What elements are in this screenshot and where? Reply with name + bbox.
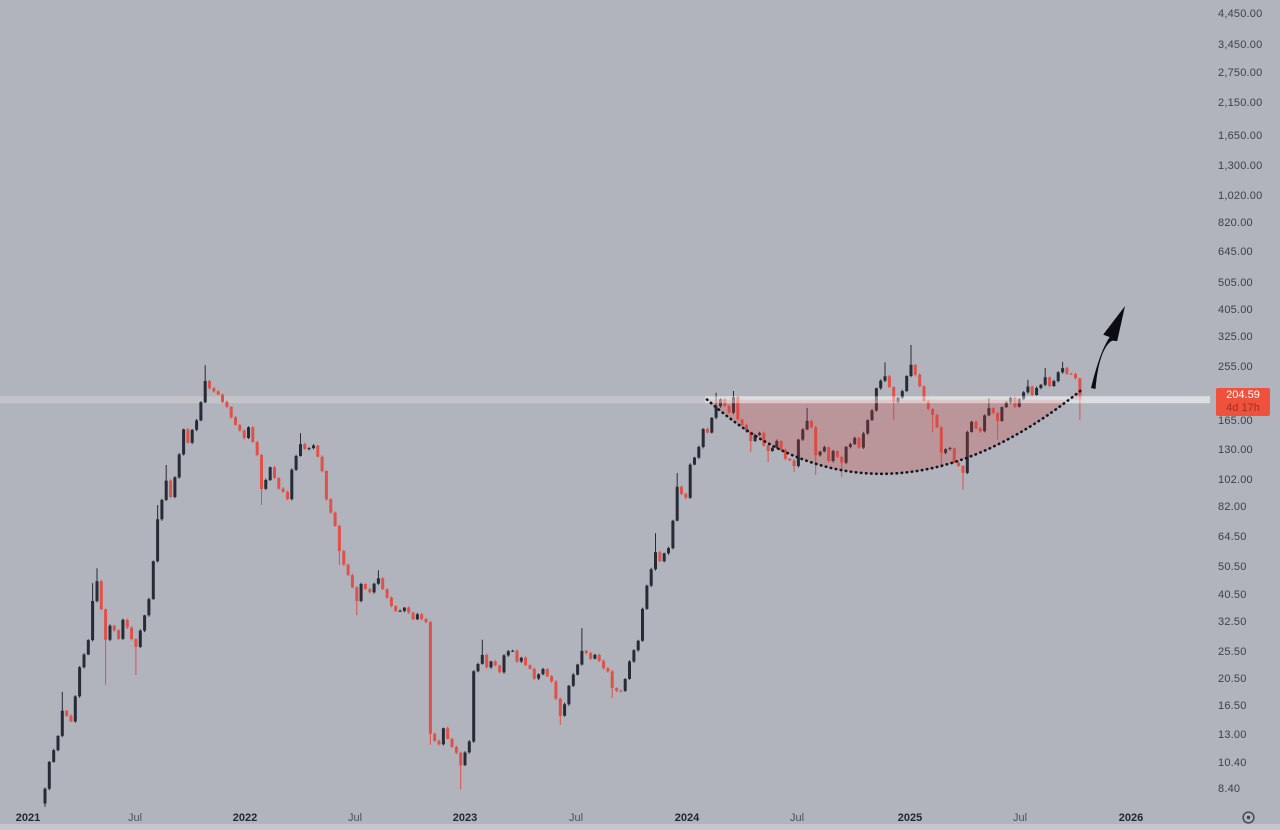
price-tick-label: 325.00 bbox=[1218, 331, 1253, 344]
price-tick-label: 8.40 bbox=[1218, 783, 1241, 796]
last-price-value: 204.59 bbox=[1226, 389, 1260, 402]
price-tick-label: 13.00 bbox=[1218, 729, 1247, 742]
time-tick-label: Jul bbox=[1012, 812, 1028, 824]
price-tick-label: 20.50 bbox=[1218, 672, 1247, 685]
time-tick-label: 2026 bbox=[1118, 812, 1144, 824]
price-tick-label: 1,300.00 bbox=[1218, 159, 1263, 172]
time-tick-label: 2022 bbox=[232, 812, 258, 824]
price-tick-label: 820.00 bbox=[1218, 216, 1253, 229]
bottom-edge-strip bbox=[0, 824, 1280, 830]
time-tick-label: Jul bbox=[347, 812, 363, 824]
price-tick-label: 255.00 bbox=[1218, 361, 1253, 374]
price-tick-label: 130.00 bbox=[1218, 444, 1253, 457]
cup-pattern-fill[interactable] bbox=[707, 389, 1082, 474]
last-price-label: 204.59 4d 17h bbox=[1216, 388, 1270, 417]
price-tick-label: 4,450.00 bbox=[1218, 7, 1263, 20]
time-tick-label: 2025 bbox=[897, 812, 923, 824]
time-tick-label: 2021 bbox=[15, 812, 41, 824]
price-tick-label: 3,450.00 bbox=[1218, 38, 1263, 51]
time-tick-label: Jul bbox=[127, 812, 143, 824]
price-tick-label: 2,750.00 bbox=[1218, 67, 1263, 79]
time-tick-label: Jul bbox=[789, 812, 805, 824]
price-tick-label: 64.50 bbox=[1218, 531, 1247, 543]
axis-settings-gear-icon[interactable] bbox=[1240, 809, 1257, 826]
time-tick-label: Jul bbox=[568, 812, 584, 824]
candle-countdown: 4d 17h bbox=[1226, 402, 1260, 415]
breakout-arrow[interactable] bbox=[1091, 306, 1125, 389]
price-tick-label: 2,150.00 bbox=[1218, 97, 1263, 110]
price-tick-label: 40.50 bbox=[1218, 588, 1247, 601]
time-tick-label: 2023 bbox=[452, 812, 478, 824]
price-tick-label: 1,650.00 bbox=[1218, 130, 1263, 143]
price-tick-label: 405.00 bbox=[1218, 303, 1253, 316]
cup-pattern-dotted-curve[interactable] bbox=[705, 388, 1084, 476]
price-tick-label: 50.50 bbox=[1218, 561, 1247, 574]
price-tick-label: 10.40 bbox=[1218, 756, 1247, 769]
price-tick-label: 165.00 bbox=[1218, 414, 1253, 427]
price-tick-label: 505.00 bbox=[1218, 276, 1253, 289]
price-tick-label: 1,020.00 bbox=[1218, 189, 1263, 202]
price-tick-label: 16.50 bbox=[1218, 699, 1247, 712]
price-tick-label: 32.50 bbox=[1218, 615, 1247, 628]
time-tick-label: 2024 bbox=[674, 812, 700, 824]
price-tick-label: 82.00 bbox=[1218, 501, 1247, 514]
price-tick-label: 645.00 bbox=[1218, 246, 1253, 259]
price-tick-label: 102.00 bbox=[1218, 474, 1253, 487]
price-tick-label: 25.50 bbox=[1218, 645, 1247, 658]
